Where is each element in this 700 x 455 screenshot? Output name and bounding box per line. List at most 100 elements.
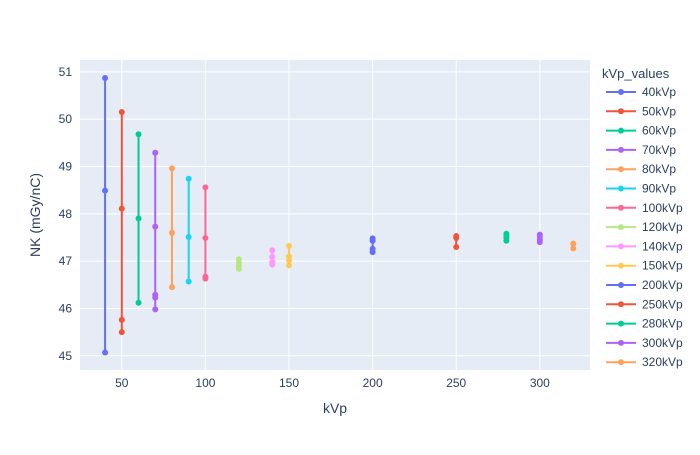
legend-item[interactable]: 40kVp [606,85,676,99]
legend-label: 140kVp [642,239,683,253]
data-point [135,299,142,306]
x-tick-label: 150 [279,376,299,390]
x-tick-label: 50 [115,376,129,390]
series-250kVp [453,233,460,250]
data-point [185,234,192,241]
legend-label: 300kVp [642,336,683,350]
data-point [503,237,510,244]
data-point [202,275,209,282]
series-140kVp [269,247,276,268]
legend-label: 80kVp [642,162,676,176]
series-320kVp [570,240,577,252]
data-point [118,205,125,212]
data-point [152,306,159,313]
legend-swatch-marker [618,166,624,173]
data-point [453,243,460,250]
data-point [118,109,125,116]
legend-item[interactable]: 320kVp [606,355,683,369]
legend-item[interactable]: 50kVp [606,104,676,118]
data-point [185,278,192,285]
data-point [168,229,175,236]
data-point [102,74,109,81]
legend-swatch-marker [618,89,624,95]
data-point [152,223,159,230]
legend[interactable]: kVp_values 40kVp 50kVp 60kVp 70kVp 80kVp 90kV… [602,66,683,369]
legend-item[interactable]: 60kVp [606,124,676,138]
data-point [185,175,192,182]
y-tick-label: 45 [59,349,73,363]
data-point [269,253,276,260]
y-axis-title: NK (mGy/nC) [27,173,43,257]
legend-label: 320kVp [642,355,683,369]
legend-item[interactable]: 200kVp [606,278,683,292]
y-tick-label: 50 [59,112,73,126]
legend-swatch-marker [618,185,624,192]
data-point [202,234,209,241]
legend-label: 50kVp [642,104,676,118]
legend-swatch-marker [618,204,624,211]
data-point [135,131,142,138]
series-90kVp [185,175,192,285]
data-point [168,165,175,172]
legend-item[interactable]: 250kVp [606,297,683,311]
x-axis-title: kVp [323,400,347,416]
legend-title: kVp_values [602,66,670,81]
data-point [202,184,209,191]
x-tick-label: 250 [446,376,466,390]
legend-label: 60kVp [642,124,676,138]
y-tick-label: 49 [59,159,73,173]
legend-swatch-marker [618,359,624,366]
legend-item[interactable]: 100kVp [606,201,683,215]
legend-item[interactable]: 150kVp [606,259,683,273]
y-tick-label: 48 [59,207,73,221]
data-point [536,239,543,246]
data-point [102,349,109,356]
legend-item[interactable]: 80kVp [606,162,676,176]
data-point [570,240,577,247]
legend-swatch-marker [618,146,624,153]
legend-swatch-marker [618,282,624,288]
data-point [269,247,276,254]
data-point [235,265,242,272]
series-50kVp [118,109,125,336]
legend-item[interactable]: 90kVp [606,182,676,196]
x-tick-label: 300 [530,376,550,390]
legend-swatch-marker [618,339,624,346]
legend-label: 120kVp [642,220,683,234]
legend-item[interactable]: 140kVp [606,239,683,253]
y-tick-label: 51 [59,65,73,79]
legend-label: 280kVp [642,317,683,331]
legend-swatch-marker [618,224,624,231]
legend-swatch-marker [618,243,624,250]
series-100kVp [202,184,209,282]
legend-label: 40kVp [642,85,676,99]
legend-swatch-marker [618,262,624,269]
data-point [118,329,125,336]
legend-item[interactable]: 300kVp [606,336,683,350]
legend-item[interactable]: 280kVp [606,317,683,331]
series-280kVp [503,230,510,244]
series-70kVp [152,149,159,313]
series-300kVp [536,231,543,246]
plot-background [80,60,590,370]
legend-label: 100kVp [642,201,683,215]
legend-label: 90kVp [642,182,676,196]
legend-label: 200kVp [642,278,683,292]
legend-item[interactable]: 120kVp [606,220,683,234]
legend-item[interactable]: 70kVp [606,143,676,157]
data-point [152,294,159,301]
data-point [570,245,577,252]
data-point [286,243,293,249]
axes: 50 100 150 200 250 300 45 46 47 48 49 50 51 [59,65,551,390]
data-point [152,149,159,156]
series-60kVp [135,131,142,306]
data-point [286,262,293,269]
legend-swatch-marker [618,301,624,308]
data-point [102,187,109,194]
data-series [102,74,577,356]
legend-label: 250kVp [642,297,683,311]
series-150kVp [286,243,293,269]
y-tick-label: 47 [59,254,73,268]
series-80kVp [168,165,175,291]
